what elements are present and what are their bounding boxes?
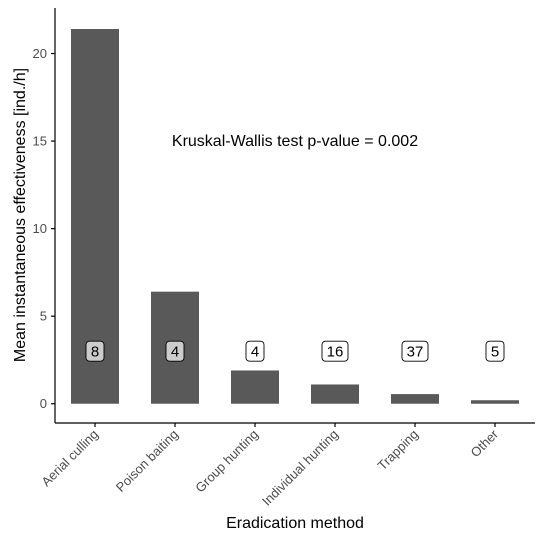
sample-size-label: 16 [327,344,344,361]
sample-size-labels: 8 4 4 16 37 5 [85,340,505,362]
bar [471,400,519,404]
annotation-text: Kruskal-Wallis test p-value = 0.002 [172,133,418,150]
y-tick-label: 20 [33,46,47,61]
x-tick-label: Poison baiting [113,427,181,495]
sample-size-label: 4 [171,344,179,361]
x-tick-label: Aerial culling [38,427,101,490]
sample-size-box [85,340,105,362]
y-tick-label: 10 [33,221,47,236]
bar [391,394,439,404]
x-tick-label: Individual hunting [259,427,341,509]
y-tick-label: 5 [40,309,47,324]
sample-size-box [401,340,429,362]
x-axis: Aerial culling Poison baiting Group huntin… [38,422,535,509]
sample-size-box [485,340,505,362]
sample-size-box [245,340,265,362]
y-axis: 0 5 10 15 20 [33,8,56,423]
sample-size-label: 5 [491,344,499,361]
y-tick-label: 0 [40,396,47,411]
bar [311,384,359,404]
x-tick-label: Other [468,426,502,460]
x-tick-label: Trapping [375,427,422,474]
sample-size-label: 37 [407,344,424,361]
y-tick-label: 15 [33,134,47,149]
x-axis-title: Eradication method [226,515,364,532]
sample-size-label: 8 [91,344,99,361]
bars [71,29,519,404]
sample-size-label: 4 [251,344,259,361]
x-tick-label: Group hunting [192,427,261,496]
sample-size-box [321,340,349,362]
sample-size-box [165,340,185,362]
bar [231,370,279,404]
y-axis-title: Mean instantaneous effectiveness [ind./h… [12,68,29,362]
